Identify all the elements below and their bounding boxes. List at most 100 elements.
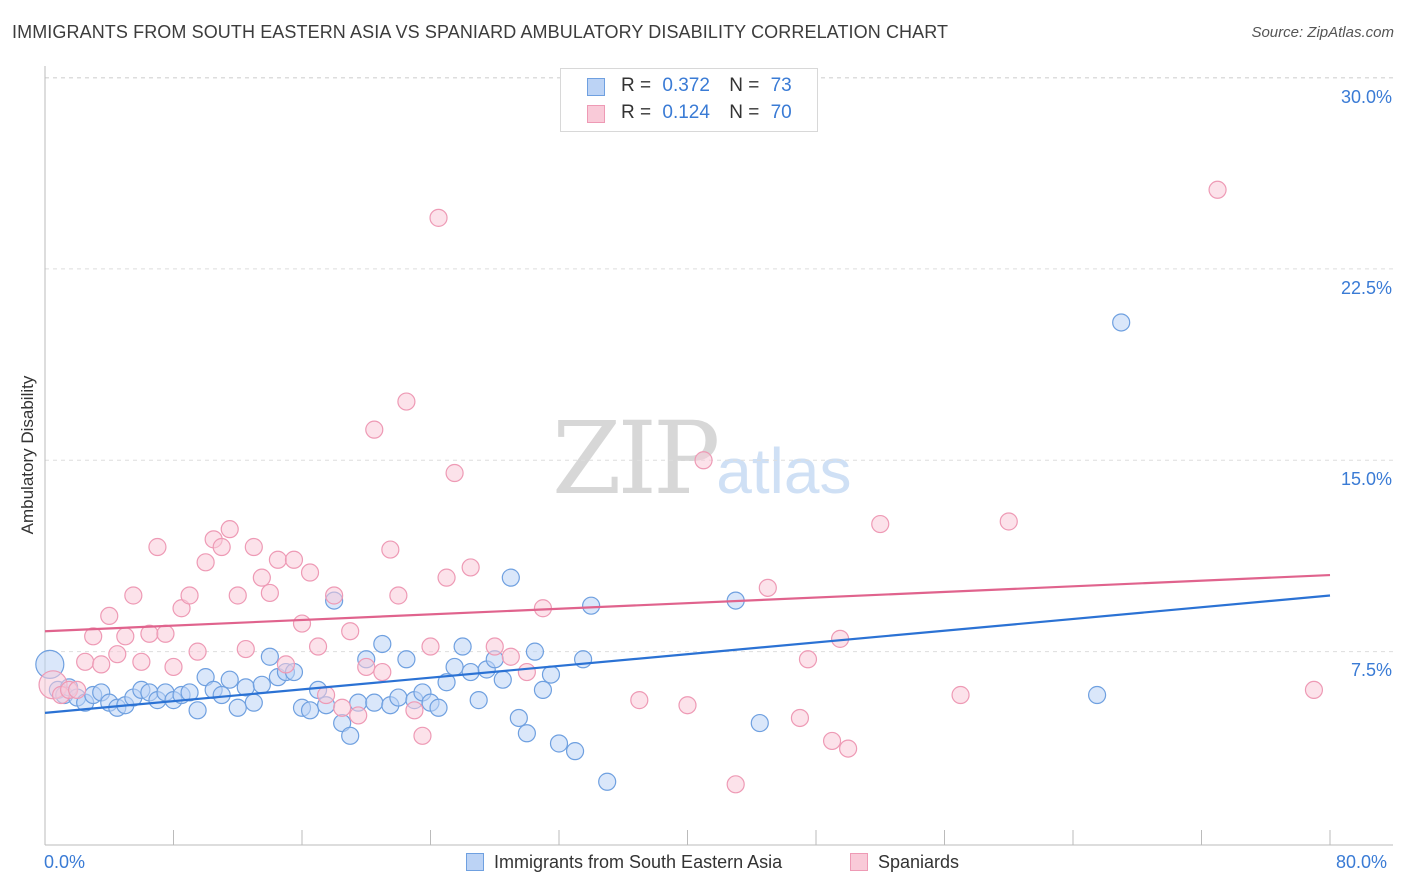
point-spaniards (228, 586, 247, 605)
n-value-immigrants: 73 (770, 75, 792, 96)
point-spaniards (389, 586, 408, 605)
point-spaniards (421, 637, 440, 656)
point-spaniards (244, 537, 263, 557)
y-tick-30: 30.0% (1340, 87, 1392, 107)
point-spaniards (276, 655, 296, 674)
point-spaniards (758, 578, 777, 597)
point-spaniards (461, 558, 480, 577)
point-spaniards (68, 680, 87, 700)
y-tick-7-5: 7.5% (1350, 660, 1392, 680)
chart-title: IMMIGRANTS FROM SOUTH EASTERN ASIA VS SP… (12, 22, 949, 42)
point-immigrants (565, 742, 585, 761)
point-immigrants (373, 634, 392, 654)
point-immigrants (365, 693, 384, 712)
point-spaniards (100, 606, 119, 626)
point-immigrants (244, 693, 263, 712)
point-immigrants (509, 708, 528, 728)
point-immigrants (220, 670, 239, 689)
point-immigrants (1112, 313, 1131, 332)
point-immigrants (525, 642, 545, 661)
r-label: R = (621, 102, 652, 123)
point-spaniards (357, 657, 376, 677)
watermark-atlas: atlas (716, 435, 852, 507)
point-spaniards (300, 563, 320, 582)
point-spaniards (92, 655, 111, 674)
point-spaniards (188, 642, 207, 661)
legend-swatch-blue (466, 853, 484, 871)
point-immigrants (300, 701, 320, 720)
point-spaniards (397, 392, 416, 411)
point-spaniards (798, 650, 818, 669)
point-spaniards (132, 652, 151, 671)
point-spaniards (260, 583, 279, 603)
point-spaniards (429, 208, 448, 227)
correlation-legend: R = 0.372 N = 73 R = 0.124 N = 70 (560, 68, 818, 132)
point-immigrants (533, 680, 553, 700)
point-spaniards (292, 614, 312, 633)
point-spaniards (822, 731, 842, 751)
point-spaniards (284, 550, 304, 569)
point-spaniards (517, 662, 536, 682)
legend-item-spaniards[interactable]: Spaniards (850, 852, 959, 873)
chart-source: Source: ZipAtlas.com (1251, 24, 1394, 41)
point-spaniards (180, 586, 199, 605)
n-value-spaniards: 70 (770, 102, 792, 123)
point-immigrants (341, 726, 360, 745)
point-immigrants (517, 724, 536, 743)
point-spaniards (84, 627, 103, 646)
point-spaniards (839, 739, 858, 758)
point-immigrants (541, 665, 561, 684)
n-label: N = (729, 75, 760, 96)
point-immigrants (260, 647, 279, 666)
x-tick-min: 0.0% (44, 852, 86, 872)
point-immigrants (461, 662, 480, 682)
point-spaniards (124, 586, 143, 605)
point-spaniards (156, 624, 175, 643)
point-spaniards (164, 657, 183, 677)
point-spaniards (116, 627, 135, 646)
point-immigrants (598, 772, 617, 791)
watermark-zip: ZIP (552, 400, 720, 517)
point-spaniards (678, 696, 697, 715)
point-spaniards (790, 708, 810, 728)
point-spaniards (76, 652, 95, 671)
point-spaniards (316, 685, 336, 705)
point-immigrants (429, 698, 448, 717)
point-spaniards (341, 622, 360, 641)
legend-item-immigrants[interactable]: Immigrants from South Eastern Asia (466, 852, 782, 873)
point-spaniards (252, 568, 271, 587)
point-immigrants (180, 683, 199, 702)
point-immigrants (228, 698, 247, 717)
legend-label-spaniards: Spaniards (878, 852, 960, 872)
point-immigrants (212, 685, 231, 705)
point-spaniards (445, 463, 464, 483)
point-immigrants (453, 637, 472, 656)
point-immigrants (549, 734, 569, 753)
r-label: R = (621, 75, 652, 96)
point-spaniards (999, 512, 1018, 531)
legend-swatch-blue (587, 78, 605, 96)
point-spaniards (437, 568, 456, 587)
r-value-spaniards: 0.124 (662, 102, 710, 123)
y-tick-15: 15.0% (1340, 469, 1392, 489)
point-immigrants (1087, 685, 1107, 705)
point-immigrants (252, 675, 271, 694)
legend-swatch-pink (850, 853, 868, 871)
point-spaniards (196, 553, 215, 572)
point-spaniards (212, 537, 231, 557)
point-immigrants (501, 568, 520, 587)
point-spaniards (308, 637, 328, 656)
point-spaniards (726, 775, 745, 794)
r-value-immigrants: 0.372 (662, 75, 710, 96)
trend-line-immigrants (44, 594, 1331, 714)
point-immigrants (469, 691, 488, 710)
point-spaniards (349, 706, 368, 725)
x-tick-max: 80.0% (1336, 852, 1388, 872)
point-immigrants (582, 596, 601, 615)
point-immigrants (188, 701, 207, 720)
point-spaniards (951, 685, 970, 705)
point-spaniards (268, 550, 288, 569)
y-tick-22-5: 22.5% (1340, 278, 1392, 298)
point-spaniards (333, 698, 352, 717)
